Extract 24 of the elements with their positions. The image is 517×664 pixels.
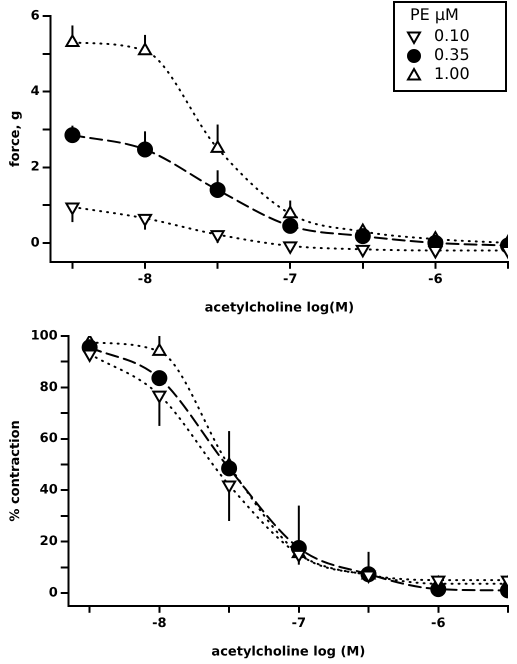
y-tick-label: 20 [40, 534, 58, 549]
legend-label: 0.10 [434, 26, 470, 46]
y-axis-title: % contraction [8, 420, 24, 522]
x-axis-title: acetylcholine log(M) [204, 300, 354, 316]
y-tick-label: 100 [30, 328, 58, 344]
x-tick-label: -8 [152, 616, 167, 631]
x-tick-label: -7 [292, 616, 306, 631]
legend-title: PE μM [410, 5, 459, 24]
x-tick-label: -7 [282, 272, 298, 287]
x-axis-title: acetylcholine log (M) [211, 644, 366, 660]
legend-label: 0.35 [434, 45, 470, 64]
y-tick-label: 2 [30, 160, 40, 175]
y-tick-label: 40 [40, 482, 58, 498]
x-tick-label: -6 [431, 616, 446, 631]
y-tick-label: 80 [40, 380, 58, 395]
y-tick-label: 0 [30, 235, 40, 250]
y-tick-label: 60 [40, 431, 58, 446]
y-axis-title: force, g [8, 110, 24, 168]
x-tick-label: -8 [138, 272, 152, 287]
y-tick-label: 4 [30, 84, 40, 100]
y-tick-label: 6 [30, 8, 40, 24]
legend-label: 1.00 [434, 64, 470, 84]
y-tick-label: 0 [48, 585, 58, 600]
x-tick-label: -6 [428, 272, 443, 287]
